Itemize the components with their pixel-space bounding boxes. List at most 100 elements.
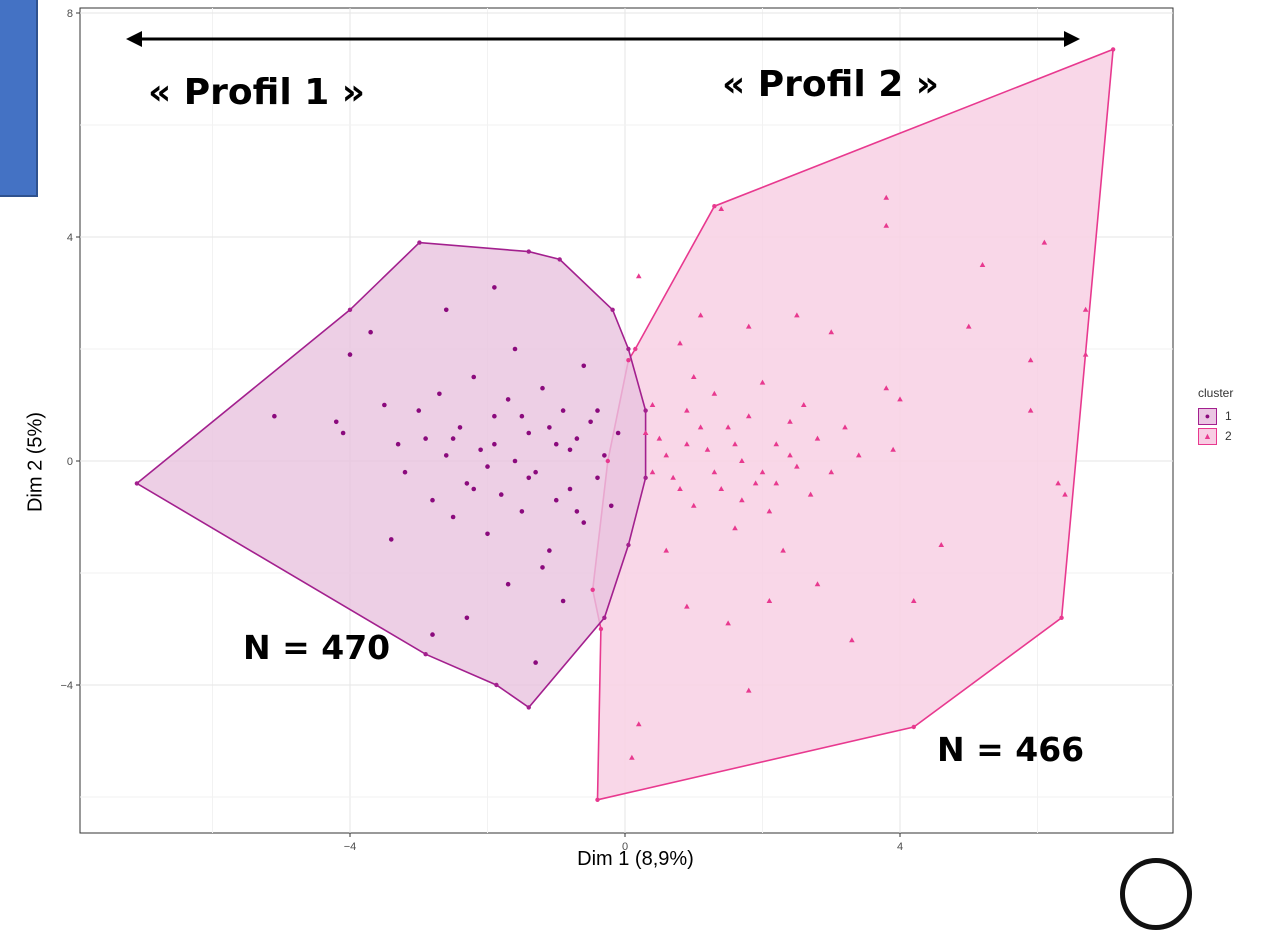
arrow-right-head-icon xyxy=(1064,31,1080,47)
x-axis-title: Dim 1 (8,9%) xyxy=(0,848,1263,871)
cluster-2-point xyxy=(677,486,683,491)
cluster-1-point xyxy=(533,660,538,665)
cluster-1-point xyxy=(547,548,552,553)
cluster-1-point xyxy=(581,520,587,525)
cluster-2-point xyxy=(938,542,945,547)
x-axis-label: Dim 1 (8,9%) xyxy=(577,848,694,870)
cluster-2-point xyxy=(807,491,814,497)
cluster-1-point xyxy=(382,402,387,408)
legend-label-1: 1 xyxy=(1225,409,1232,423)
cluster-2-point xyxy=(649,469,656,475)
cluster-2-point xyxy=(697,424,704,430)
cluster-2-point xyxy=(814,435,821,441)
hull-vertex xyxy=(633,346,638,352)
cluster-2-point xyxy=(890,446,896,452)
cluster-1-point xyxy=(471,486,477,492)
cluster-2-count: N = 466 xyxy=(937,730,1085,769)
profil-2-label: « Profil 2 » xyxy=(722,64,940,105)
cluster-1-point xyxy=(471,374,477,380)
cluster-2-point xyxy=(670,474,676,480)
cluster-1-point xyxy=(526,430,532,436)
cluster-1-point xyxy=(560,408,566,413)
axes: −4 0 4 −4 0 4 8 xyxy=(60,8,903,853)
x-tick-label: −4 xyxy=(344,841,357,853)
cluster-1-point xyxy=(540,385,545,391)
cluster-1-point xyxy=(368,329,373,335)
cluster-2-point xyxy=(725,424,731,430)
cluster-1-point xyxy=(505,397,511,402)
cluster-1-point xyxy=(595,475,600,481)
legend: cluster ● 1 ▲ 2 xyxy=(1198,386,1233,446)
cluster-2-point xyxy=(787,418,793,424)
cluster-2-point xyxy=(794,312,800,318)
cluster-2-point xyxy=(787,452,793,458)
legend-key-circle-icon: ● xyxy=(1198,407,1217,425)
profile-arrow xyxy=(126,31,1080,47)
cluster-1-point xyxy=(430,497,435,503)
cluster-2-point xyxy=(759,379,766,385)
cluster-1-point xyxy=(533,469,538,475)
cluster-1-point xyxy=(602,453,607,458)
cluster-2-point xyxy=(656,435,663,441)
cluster-1-point xyxy=(450,514,456,520)
cluster-2-point xyxy=(690,374,697,379)
cluster-2-point xyxy=(718,486,725,491)
cluster-2-point xyxy=(842,424,848,430)
cluster-1-count: N = 470 xyxy=(243,628,391,667)
legend-item-1: ● 1 xyxy=(1198,406,1233,426)
cluster-2-point xyxy=(642,430,649,435)
cluster-2-point xyxy=(1062,491,1068,497)
cluster-2-point xyxy=(883,385,890,391)
cluster-hulls xyxy=(134,47,1116,802)
cluster-1-point xyxy=(347,352,353,357)
cluster-2-point xyxy=(828,469,835,475)
cluster-2-point xyxy=(1041,239,1048,245)
cluster-1-point xyxy=(588,419,593,425)
cluster-2-point xyxy=(732,525,738,531)
cluster-2-point xyxy=(635,273,642,279)
cluster-2-point xyxy=(794,463,800,469)
hull-vertex xyxy=(526,705,531,710)
hull-vertex xyxy=(643,408,648,413)
cluster-1-point xyxy=(272,413,277,419)
hull-vertex xyxy=(417,240,422,245)
data-points xyxy=(272,194,1089,760)
cluster-2-point xyxy=(814,581,821,587)
cluster-2-point xyxy=(883,222,890,228)
cluster-2-point xyxy=(1082,306,1089,312)
side-blue-box xyxy=(0,0,38,197)
cluster-1-point xyxy=(464,481,470,486)
cluster-1-point xyxy=(547,425,552,430)
cluster-1-point xyxy=(608,503,614,509)
scatter-plot: −4 0 4 −4 0 4 8 xyxy=(60,7,1174,853)
cluster-1-point xyxy=(492,413,497,419)
cluster-2-point xyxy=(690,502,697,508)
hull-vertex xyxy=(626,358,631,363)
cluster-2-point xyxy=(629,754,635,760)
legend-key-triangle-icon: ▲ xyxy=(1198,427,1217,445)
cluster-2-point xyxy=(684,407,690,413)
cluster-1-point xyxy=(519,413,525,419)
cluster-1-point xyxy=(505,581,511,587)
cluster-2-point xyxy=(800,402,807,407)
y-tick-label: 8 xyxy=(67,8,73,20)
logo-circle-icon xyxy=(1120,858,1192,930)
legend-item-2: ▲ 2 xyxy=(1198,426,1233,446)
cluster-2-point xyxy=(739,497,745,503)
cluster-2-point xyxy=(1082,351,1089,357)
cluster-2-point xyxy=(739,458,745,463)
arrow-left-head-icon xyxy=(126,31,142,47)
cluster-2-point xyxy=(663,547,670,553)
hull-vertex xyxy=(605,458,611,464)
cluster-2-point xyxy=(828,329,835,335)
cluster-2-point xyxy=(766,598,773,603)
y-axis-label: Dim 2 (5%) xyxy=(24,411,47,513)
legend-title: cluster xyxy=(1198,386,1234,400)
cluster-1-point xyxy=(395,441,401,447)
cluster-2-point xyxy=(897,396,903,402)
cluster-2-point xyxy=(649,402,656,407)
cluster-1-point xyxy=(485,531,490,537)
cluster-1-point xyxy=(437,391,442,397)
hull-vertex xyxy=(590,587,595,592)
